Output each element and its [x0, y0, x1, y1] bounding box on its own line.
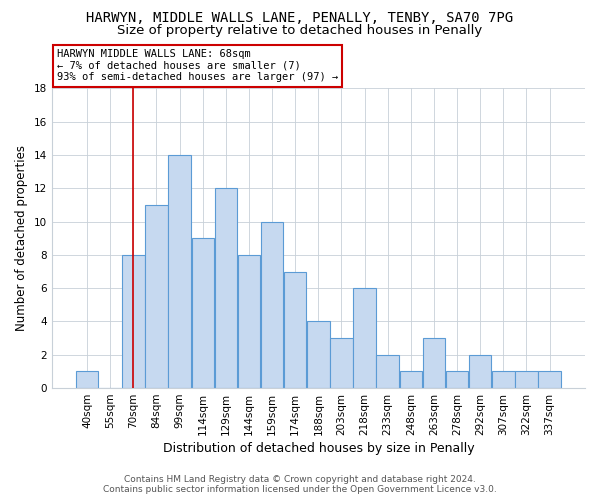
- Text: Contains HM Land Registry data © Crown copyright and database right 2024.
Contai: Contains HM Land Registry data © Crown c…: [103, 474, 497, 494]
- Bar: [400, 372, 422, 388]
- Bar: [469, 355, 491, 388]
- Bar: [215, 188, 237, 388]
- Text: HARWYN MIDDLE WALLS LANE: 68sqm
← 7% of detached houses are smaller (7)
93% of s: HARWYN MIDDLE WALLS LANE: 68sqm ← 7% of …: [57, 49, 338, 82]
- Bar: [145, 205, 167, 388]
- Bar: [515, 372, 538, 388]
- Bar: [446, 372, 468, 388]
- Bar: [353, 288, 376, 388]
- Bar: [169, 155, 191, 388]
- Text: Size of property relative to detached houses in Penally: Size of property relative to detached ho…: [118, 24, 482, 37]
- Bar: [307, 322, 329, 388]
- Text: HARWYN, MIDDLE WALLS LANE, PENALLY, TENBY, SA70 7PG: HARWYN, MIDDLE WALLS LANE, PENALLY, TENB…: [86, 11, 514, 25]
- Y-axis label: Number of detached properties: Number of detached properties: [15, 145, 28, 331]
- Bar: [492, 372, 515, 388]
- Bar: [261, 222, 283, 388]
- X-axis label: Distribution of detached houses by size in Penally: Distribution of detached houses by size …: [163, 442, 474, 455]
- Bar: [538, 372, 561, 388]
- Bar: [238, 255, 260, 388]
- Bar: [376, 355, 399, 388]
- Bar: [122, 255, 145, 388]
- Bar: [330, 338, 353, 388]
- Bar: [76, 372, 98, 388]
- Bar: [284, 272, 307, 388]
- Bar: [191, 238, 214, 388]
- Bar: [423, 338, 445, 388]
